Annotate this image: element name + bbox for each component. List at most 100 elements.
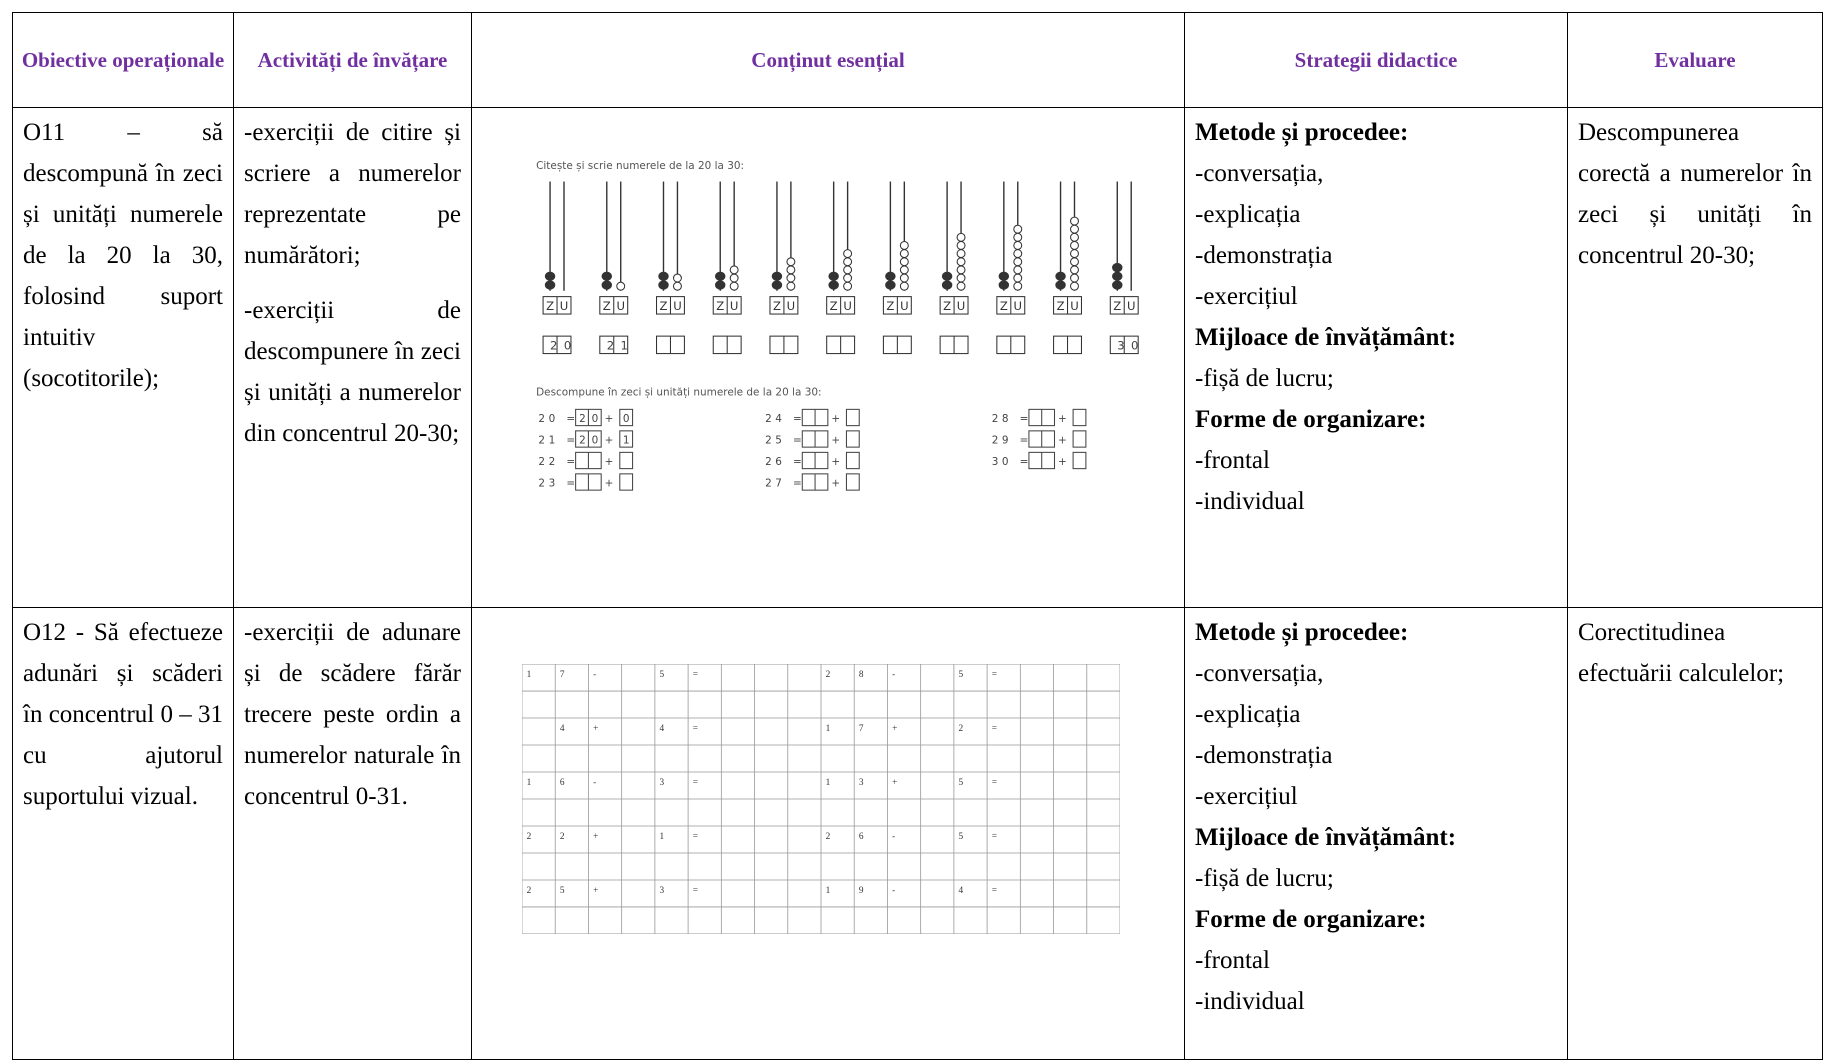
- unit-bead: [672, 281, 682, 291]
- unit-bead: [899, 265, 909, 275]
- plus-sign: +: [1058, 435, 1067, 447]
- equals-sign: =: [793, 413, 802, 425]
- operator: -: [892, 832, 895, 842]
- tens-bead: [941, 280, 953, 290]
- zu-label: U: [560, 299, 569, 313]
- strategy-item: -fișă de lucru;: [1195, 365, 1334, 392]
- tens-bead: [1112, 271, 1123, 281]
- zu-label: U: [1127, 299, 1136, 313]
- unit-bead: [956, 257, 966, 267]
- strategies-cell: Metode și procedee: -conversația, -explica…: [1184, 107, 1568, 608]
- answer-number: 20: [550, 339, 578, 353]
- equation-number: 28: [992, 413, 1012, 425]
- unit-bead: [1013, 249, 1023, 259]
- digit: 5: [959, 832, 964, 842]
- plus-sign: +: [831, 456, 840, 468]
- plus-sign: +: [605, 456, 614, 468]
- digit: 2: [826, 832, 831, 842]
- plus-sign: +: [1058, 413, 1067, 425]
- strategy-item: -frontal: [1195, 947, 1270, 974]
- tens-bead: [714, 271, 726, 281]
- units-box: [845, 408, 860, 427]
- unit-bead: [843, 281, 853, 291]
- unit-bead: [1070, 224, 1079, 234]
- zu-label: U: [957, 299, 966, 313]
- strategy-item: -exercițiul: [1195, 283, 1298, 310]
- tens-bead: [998, 271, 1010, 281]
- evaluation-cell: Descompunerea corectă a numerelor în zec…: [1567, 107, 1823, 608]
- activity-text: -exerciții de citire și scriere a numere…: [244, 119, 461, 269]
- operator: -: [892, 670, 895, 680]
- equals-sign: =: [1020, 435, 1029, 447]
- strategy-heading: Metode și procedee:: [1195, 619, 1409, 646]
- tens-bead: [601, 271, 613, 281]
- digit: 1: [826, 778, 831, 788]
- unit-bead: [843, 249, 853, 259]
- tens-bead: [885, 271, 896, 281]
- strategy-heading: Metode și procedee:: [1195, 119, 1409, 146]
- plus-sign: +: [605, 435, 614, 447]
- content-cell: Citește și scrie numerele de la 20 la 30…: [471, 107, 1185, 608]
- unit-bead: [786, 257, 796, 267]
- unit-bead: [956, 249, 966, 259]
- equals-sign: =: [693, 670, 698, 680]
- zu-label: Z: [943, 299, 951, 313]
- plus-sign: +: [831, 413, 840, 425]
- unit-bead: [672, 273, 682, 283]
- strategy-item: -demonstrația: [1195, 242, 1333, 269]
- tens-bead: [771, 280, 783, 290]
- digit: 3: [660, 778, 665, 788]
- operator: +: [593, 886, 598, 896]
- zu-label: Z: [830, 299, 838, 313]
- strategy-item: -individual: [1195, 988, 1305, 1015]
- plus-sign: +: [1058, 456, 1067, 468]
- digit: 4: [959, 886, 964, 896]
- strategy-heading: Mijloace de învățământ:: [1195, 324, 1457, 351]
- equals-sign: =: [566, 413, 575, 425]
- calculation-grid: 1 7 - 5 = 2 8 - 5 = 4 +4 = 1 7 +2 = 1 6 - 3 = 1 3 +5 = 2 2 +1 = 2 6 - 5 = 2…: [522, 664, 1120, 934]
- zu-label: Z: [546, 299, 554, 313]
- unit-bead: [956, 273, 966, 283]
- digit: 1: [527, 670, 532, 680]
- unit-bead: [1070, 240, 1079, 250]
- equals-sign: =: [992, 670, 997, 680]
- unit-bead: [729, 281, 739, 291]
- digit: 1: [660, 832, 665, 842]
- zu-label: Z: [1057, 299, 1065, 313]
- strategy-item: -demonstrația: [1195, 742, 1333, 769]
- strategy-heading: Mijloace de învățământ:: [1195, 824, 1457, 851]
- objective-text: O12 - Să efectueze adunări și scăderi în…: [23, 619, 223, 810]
- unit-bead: [1013, 281, 1023, 291]
- evaluation-cell: Corectitudinea efectuării calculelor;: [1567, 607, 1823, 1060]
- units-box: [1072, 430, 1087, 448]
- digit: 2: [959, 724, 964, 734]
- worksheet-subtitle: Descompune în zeci și unități numerele d…: [536, 386, 821, 398]
- zu-label: U: [900, 299, 909, 313]
- tens-bead: [828, 271, 839, 281]
- strategy-item: -conversația,: [1195, 160, 1324, 187]
- unit-bead: [729, 273, 739, 283]
- strategies-cell: Metode și procedee: -conversația, -explica…: [1184, 607, 1568, 1060]
- equals-sign: =: [793, 435, 802, 447]
- activities-cell: -exerciții de citire și scriere a numere…: [233, 107, 472, 608]
- strategy-item: -explicația: [1195, 201, 1301, 228]
- unit-bead: [1013, 257, 1023, 267]
- zu-label: U: [843, 299, 852, 313]
- tens-bead: [1112, 280, 1123, 290]
- worksheet-image: Citește și scrie numerele de la 20 la 30…: [536, 160, 1139, 491]
- lesson-table: Obiective operaționale Activități de înv…: [12, 12, 1823, 1060]
- strategy-heading: Forme de organizare:: [1195, 406, 1427, 433]
- header-row: Obiective operaționale Activități de înv…: [12, 12, 1823, 108]
- equals-sign: =: [793, 478, 802, 490]
- worksheet-title: Citește și scrie numerele de la 20 la 30…: [536, 160, 744, 172]
- digit: 2: [527, 832, 532, 842]
- unit-bead: [786, 281, 796, 291]
- tens-bead: [1055, 280, 1066, 290]
- zu-label: U: [1070, 299, 1078, 313]
- unit-bead: [1070, 273, 1079, 283]
- zu-label: Z: [886, 299, 894, 313]
- zu-label: Z: [1000, 299, 1008, 313]
- unit-bead: [616, 281, 626, 291]
- table-body: O11 – să descompună în zeci și unități n…: [12, 107, 1823, 1060]
- units-box: [619, 430, 634, 448]
